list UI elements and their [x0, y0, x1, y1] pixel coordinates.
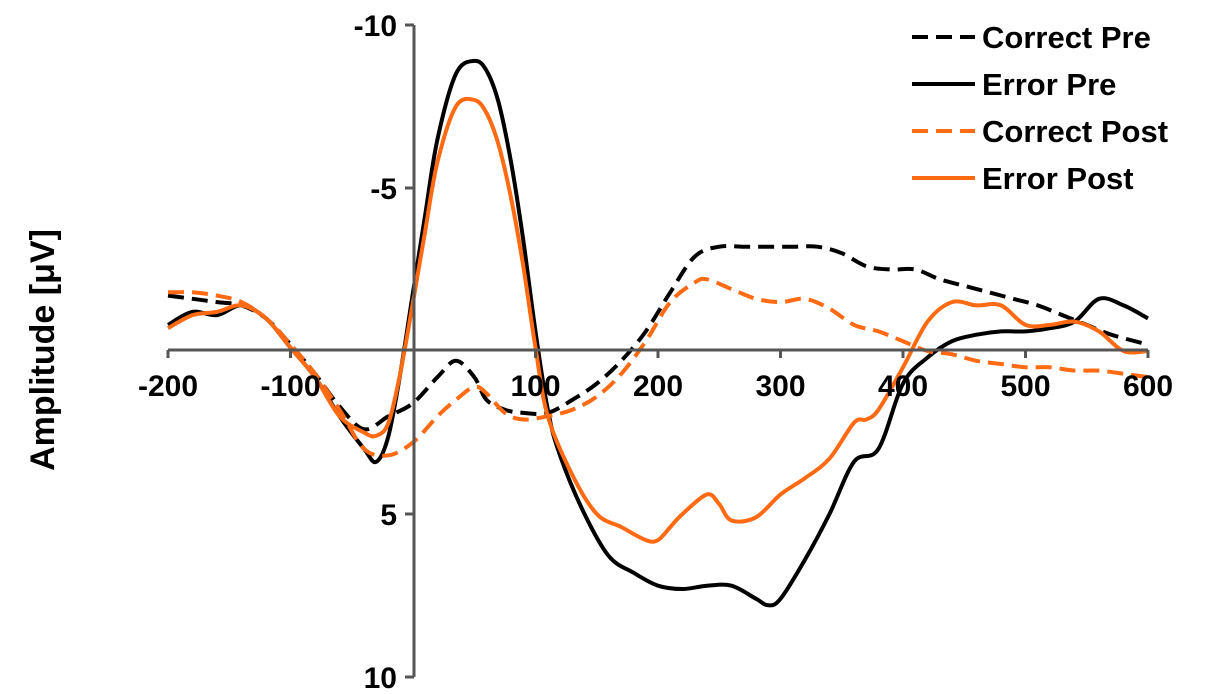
series-line-correct-post	[167, 276, 1149, 458]
y-tick-label: -5	[370, 173, 397, 206]
x-tick-label: 300	[755, 370, 805, 403]
legend: Correct Pre Error Pre Correct Post Error Po…	[912, 20, 1168, 196]
legend-label: Error Pre	[982, 67, 1116, 102]
y-tick-label: 10	[364, 662, 397, 694]
x-tick-label: -200	[138, 370, 198, 403]
legend-label: Correct Post	[982, 114, 1168, 149]
legend-label: Error Post	[982, 161, 1134, 196]
legend-item-correct-post: Correct Post	[912, 114, 1168, 149]
y-axis-label: Amplitude [μV]	[24, 229, 62, 471]
legend-item-error-pre: Error Pre	[912, 67, 1116, 102]
legend-label: Correct Pre	[982, 20, 1151, 55]
plot-lines	[166, 58, 1149, 608]
x-tick-label: 200	[633, 370, 683, 403]
y-tick-label: -10	[354, 10, 397, 43]
x-tick-label: 600	[1123, 370, 1173, 403]
ticks: -200 -100 100 200 300 400 500 600 -10 -5 5 10	[138, 10, 1173, 694]
x-tick-label: -100	[260, 370, 320, 403]
legend-item-correct-pre: Correct Pre	[912, 20, 1151, 55]
series-line-error-post	[167, 96, 1149, 544]
x-tick-label: 400	[878, 370, 928, 403]
x-tick-label: 100	[510, 370, 560, 403]
legend-item-error-post: Error Post	[912, 161, 1134, 196]
x-tick-label: 500	[1000, 370, 1050, 403]
y-tick-label: 5	[380, 499, 397, 532]
